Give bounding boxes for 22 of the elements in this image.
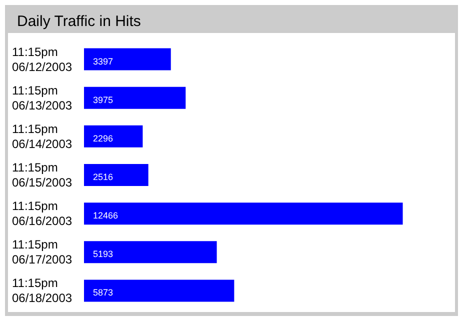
data-label: 2296 xyxy=(93,133,114,144)
y-tick-label: 11:15pm 06/13/2003 xyxy=(12,83,72,112)
y-tick-label: 11:15pm 06/14/2003 xyxy=(12,122,72,151)
data-label: 2516 xyxy=(93,172,114,182)
data-label: 5193 xyxy=(93,249,114,260)
data-label: 5873 xyxy=(93,288,114,298)
y-tick-label: 11:15pm 06/18/2003 xyxy=(12,276,72,306)
bar xyxy=(84,164,148,186)
y-tick-label: 11:15pm 06/16/2003 xyxy=(12,199,72,228)
chart-title: Daily Traffic in Hits xyxy=(17,13,141,30)
data-label: 12466 xyxy=(93,210,118,221)
bar xyxy=(84,202,403,225)
y-tick-label: 11:15pm 06/15/2003 xyxy=(12,160,72,190)
y-tick-label: 11:15pm 06/12/2003 xyxy=(12,44,72,74)
y-tick-label: 11:15pm 06/17/2003 xyxy=(12,238,72,267)
data-label: 3397 xyxy=(93,56,114,66)
bar xyxy=(84,125,143,148)
bar xyxy=(84,86,186,109)
bar xyxy=(84,48,171,70)
bar xyxy=(84,241,217,264)
data-label: 3975 xyxy=(93,94,114,105)
bar xyxy=(84,280,234,302)
